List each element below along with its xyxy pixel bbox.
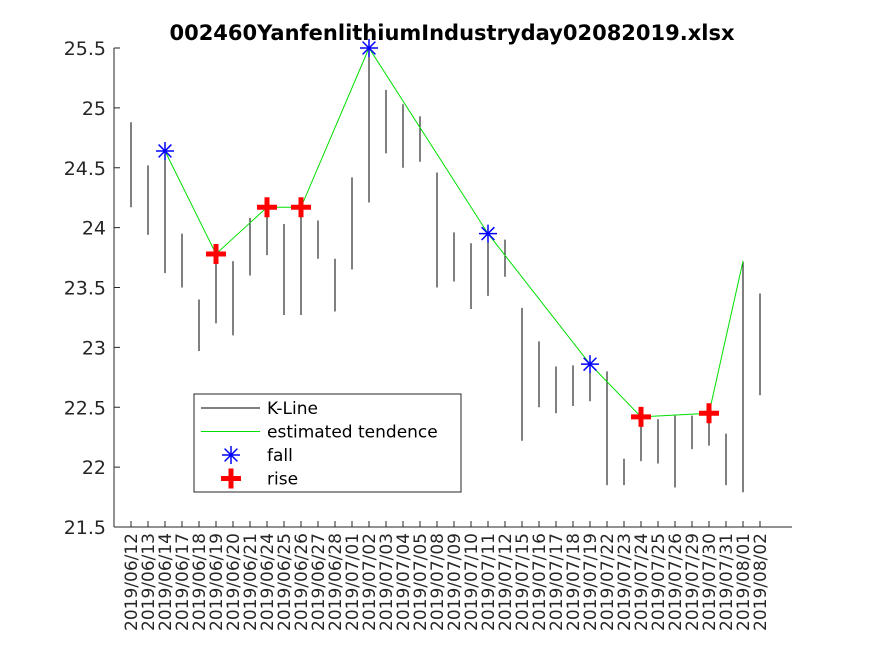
- x-tick-label: 2019/07/03: [377, 533, 397, 631]
- x-tick-label: 2019/07/05: [411, 533, 431, 631]
- x-tick-label: 2019/06/20: [224, 533, 244, 631]
- rise-marker: [291, 197, 311, 218]
- x-tick-label: 2019/07/18: [564, 533, 584, 631]
- x-tick-label: 2019/06/25: [275, 533, 295, 631]
- y-tick-label: 22: [82, 457, 106, 479]
- y-tick-label: 22.5: [64, 397, 106, 419]
- x-tick-label: 2019/07/04: [394, 533, 414, 631]
- x-tick-label: 2019/06/18: [190, 533, 210, 631]
- x-tick-label: 2019/07/19: [581, 533, 601, 631]
- rise-marker: [631, 406, 651, 427]
- x-tick-label: 2019/07/09: [445, 533, 465, 631]
- x-tick-label: 2019/07/30: [700, 533, 720, 631]
- y-tick-label: 21.5: [64, 517, 106, 539]
- legend-label: fall: [267, 446, 293, 466]
- tendence-series-line: [164, 46, 744, 418]
- chart-title: 002460YanfenlithiumIndustryday02082019.x…: [169, 21, 735, 45]
- tendence-line: [164, 46, 744, 418]
- legend-swatch-rise: [221, 468, 241, 489]
- x-tick-label: 2019/07/08: [428, 533, 448, 631]
- fall-marker: [360, 39, 378, 57]
- x-tick-label: 2019/07/31: [717, 533, 737, 631]
- x-tick-label: 2019/07/02: [360, 533, 380, 631]
- x-tick-label: 2019/08/02: [751, 533, 771, 631]
- x-tick-label: 2019/07/22: [598, 533, 618, 631]
- x-tick-label: 2019/07/29: [683, 533, 703, 631]
- rise-marker: [206, 243, 226, 264]
- legend-label: K-Line: [267, 399, 318, 419]
- x-tick-label: 2019/06/26: [292, 533, 312, 631]
- x-tick-label: 2019/06/13: [139, 533, 159, 631]
- x-tick-label: 2019/08/01: [734, 533, 754, 631]
- y-tick-label: 23: [82, 337, 106, 359]
- fall-marker: [581, 355, 599, 374]
- rise-marker: [699, 403, 719, 424]
- x-tick-label: 2019/06/19: [207, 533, 227, 631]
- markers: [156, 39, 719, 427]
- x-tick-label: 2019/06/17: [173, 533, 193, 631]
- x-tick-label: 2019/07/25: [649, 533, 669, 631]
- x-tick-label: 2019/06/27: [309, 533, 329, 631]
- rise-marker: [257, 197, 277, 218]
- x-tick-label: 2019/07/24: [632, 533, 652, 631]
- x-tick-label: 2019/07/17: [547, 533, 567, 631]
- y-tick-label: 24.5: [64, 158, 106, 180]
- y-tick-label: 23.5: [64, 278, 106, 300]
- legend-label: rise: [267, 470, 298, 490]
- fall-marker: [479, 224, 497, 243]
- fall-marker: [156, 141, 174, 160]
- x-tick-label: 2019/07/23: [615, 533, 635, 631]
- x-tick-label: 2019/07/15: [513, 533, 533, 631]
- y-tick-label: 25: [82, 98, 106, 120]
- x-tick-label: 2019/06/21: [241, 533, 261, 631]
- x-tick-label: 2019/07/01: [343, 533, 363, 631]
- x-tick-label: 2019/07/26: [666, 533, 686, 631]
- x-tick-label: 2019/07/16: [530, 533, 550, 631]
- y-tick-label: 25.5: [64, 38, 106, 60]
- legend-box: [193, 393, 462, 493]
- legend-swatch-fall: [222, 446, 240, 464]
- y-ticks: 21.5 22 22.5 23 23.5 24 24.5 25 25.5: [64, 38, 120, 539]
- legend: K-Line estimated tendence fall rise: [193, 393, 462, 493]
- x-tick-label: 2019/06/28: [326, 533, 346, 631]
- x-tick-label: 2019/07/10: [462, 533, 482, 631]
- x-tick-label: 2019/06/12: [122, 533, 142, 631]
- x-ticks: 2019/06/122019/06/132019/06/142019/06/17…: [122, 521, 771, 631]
- x-tick-label: 2019/06/14: [156, 533, 176, 631]
- x-tick-label: 2019/06/24: [258, 533, 278, 631]
- legend-label: estimated tendence: [267, 423, 438, 443]
- x-tick-label: 2019/07/11: [479, 533, 499, 631]
- y-tick-label: 24: [82, 218, 106, 240]
- x-tick-label: 2019/07/12: [496, 533, 516, 631]
